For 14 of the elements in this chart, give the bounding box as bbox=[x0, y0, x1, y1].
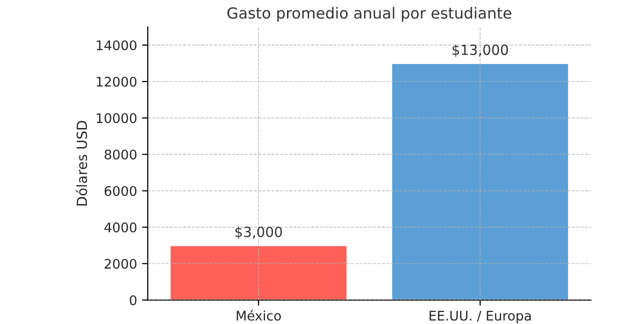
data-label: $3,000 bbox=[235, 226, 282, 239]
data-label: $13,000 bbox=[452, 44, 508, 57]
chart-title: Gasto promedio anual por estudiante bbox=[227, 6, 512, 22]
y-tick-label: 6000 bbox=[104, 186, 136, 196]
y-tick-label: 10000 bbox=[96, 113, 136, 124]
y-tick-label: 2000 bbox=[104, 258, 136, 269]
y-tick-label: 14000 bbox=[96, 40, 136, 50]
y-tick-label: 0 bbox=[130, 295, 136, 306]
y-tick-label: 8000 bbox=[104, 150, 136, 160]
x-tick-label: México bbox=[236, 310, 281, 321]
x-tick-label: EE.UU. / Europa bbox=[430, 310, 531, 324]
y-tick-label: 12000 bbox=[96, 76, 136, 87]
y-axis-title: Dólares USD bbox=[76, 120, 88, 206]
y-tick-label: 4000 bbox=[104, 222, 136, 232]
